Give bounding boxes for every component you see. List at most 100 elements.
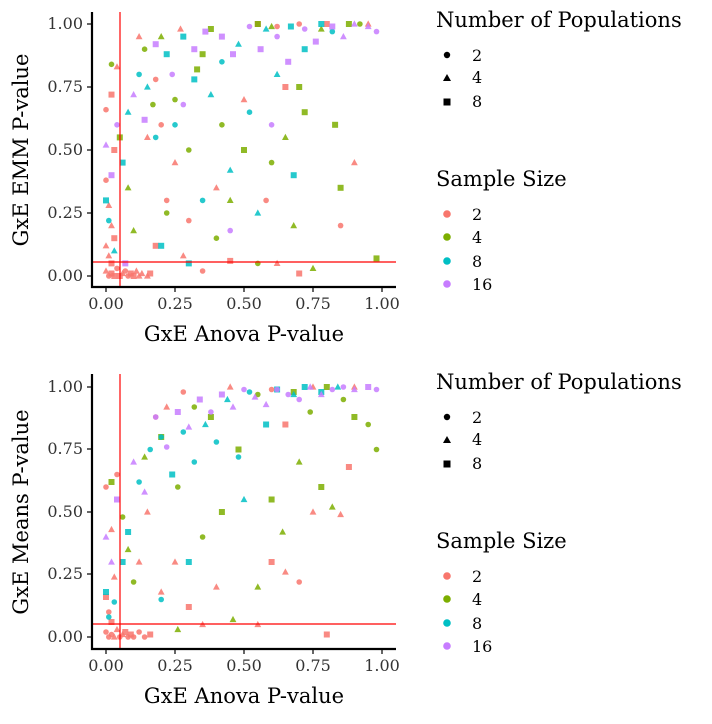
data-point-size-4 [254,583,262,590]
data-point-size-8 [158,596,164,603]
data-point-size-2 [152,242,159,249]
data-point-size-2 [157,588,165,595]
data-point-size-16 [114,122,120,128]
data-point-size-8 [136,71,142,78]
legend-2-circle-key [443,413,451,421]
data-point-size-2 [111,273,118,279]
data-point-size-8 [103,197,109,204]
data-point-size-16 [130,91,137,98]
data-point-size-2 [282,421,289,428]
panel-2-y-tick-label: 0.50 [47,502,83,521]
data-point-size-2 [113,63,121,70]
data-point-size-16 [152,41,159,48]
data-point-size-16 [218,33,225,40]
data-point-size-2 [144,508,151,515]
legend-2-color-label: 4 [472,590,482,609]
data-point-size-4 [373,255,380,262]
data-point-size-8 [287,23,294,30]
data-point-size-16 [241,386,247,393]
data-point-size-2 [110,633,118,640]
data-point-size-4 [268,22,275,30]
data-point-size-4 [307,409,314,415]
data-point-size-16 [246,23,253,30]
data-point-size-4 [163,210,170,216]
data-point-size-4 [219,122,225,128]
data-point-size-4 [337,184,344,191]
data-point-size-8 [235,454,242,460]
data-point-size-16 [152,414,159,420]
data-point-size-8 [226,166,234,173]
data-point-size-2 [108,619,115,625]
data-point-size-2 [114,265,120,272]
data-point-size-2 [163,197,170,204]
panel-1-x-tick-label: 0.50 [226,294,262,313]
data-point-size-4 [279,528,286,535]
panel-2-y-tick-label: 0.25 [47,564,83,583]
data-point-size-4 [241,147,247,153]
data-point-size-2 [122,629,129,635]
legend-1-shape-title: Number of Populations [436,8,682,32]
data-point-size-4 [296,84,303,90]
data-point-size-8 [147,446,153,453]
legend-2-color-label: 2 [472,567,482,586]
data-point-size-4 [295,458,303,465]
data-point-size-4 [141,46,148,52]
data-point-size-4 [199,534,206,540]
data-point-size-8 [111,599,118,605]
data-point-size-2 [108,91,115,98]
data-point-size-8 [219,59,225,65]
data-point-size-4 [218,509,225,515]
data-point-size-8 [273,70,281,77]
data-point-size-16 [229,403,237,410]
data-point-size-16 [202,28,209,35]
data-point-size-2 [119,269,126,277]
data-point-size-8 [301,46,308,53]
data-point-size-2 [186,217,192,224]
data-point-size-2 [108,525,115,533]
data-point-size-8 [158,434,164,440]
legend-1-color-key [443,233,451,241]
data-point-size-4 [150,101,156,108]
data-point-size-16 [274,33,280,40]
data-point-size-4 [351,414,358,420]
data-point-size-8 [169,471,176,478]
data-point-size-16 [180,101,187,108]
data-point-size-2 [171,159,179,166]
data-point-size-2 [213,184,220,191]
legend-1-color-key [443,257,451,265]
legend-1-circle-key [443,51,451,59]
data-point-size-8 [318,21,325,27]
data-point-size-2 [135,558,143,565]
data-point-size-4 [108,61,115,68]
data-point-size-4 [130,227,137,234]
data-point-size-8 [110,247,118,254]
data-point-size-8 [106,217,112,224]
panel-1-y-axis-title: GxE EMM P-value [9,54,33,247]
data-point-size-2 [122,268,129,274]
data-point-size-4 [174,625,182,633]
legend-2-color-label: 16 [472,637,492,656]
panel-1-x-tick-label: 1.00 [364,294,400,313]
data-point-size-4 [268,159,275,166]
data-point-size-4 [213,235,220,241]
data-point-size-4 [186,147,192,153]
data-point-size-4 [332,121,339,128]
data-point-size-8 [263,421,270,428]
legend-1-color-label: 2 [472,205,482,224]
data-point-size-2 [147,270,154,277]
data-point-size-2 [296,270,303,277]
data-point-size-2 [105,201,113,208]
data-point-size-4 [268,496,275,503]
panel-1-y-tick-label: 0.75 [47,77,83,96]
data-point-size-16 [141,116,148,123]
data-point-size-8 [125,529,132,535]
data-point-size-8 [262,25,270,32]
data-point-size-8 [213,439,220,445]
data-point-size-8 [152,134,159,141]
data-point-size-8 [103,589,109,595]
legend-panel-1: Number of Populations 2 4 8 Sample Size … [436,8,682,294]
data-point-size-2 [345,464,352,470]
legend-2-color-label: 8 [472,614,482,633]
data-point-size-16 [122,260,129,267]
